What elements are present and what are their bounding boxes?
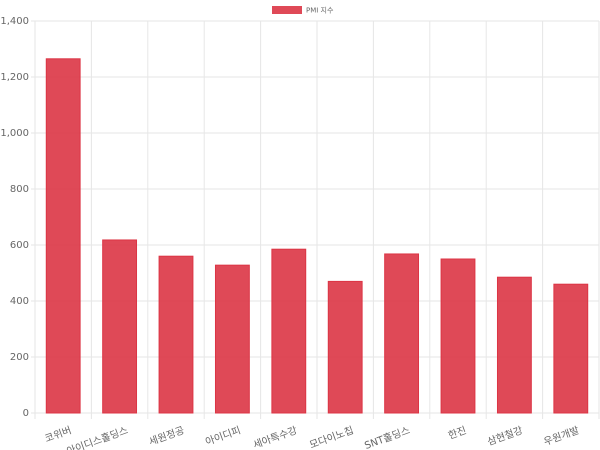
bar (553, 283, 589, 414)
bar (440, 258, 476, 414)
legend-swatch (272, 6, 302, 14)
y-tick-label: 200 (10, 352, 29, 363)
x-tick-label: 우원개발 (542, 424, 581, 448)
y-tick-label: 400 (10, 296, 29, 307)
y-tick-label: 0 (23, 408, 29, 419)
x-tick-label: SNT홀딩스 (363, 423, 412, 450)
y-tick-label: 1,000 (0, 128, 29, 139)
x-tick-label: 세아특수강 (252, 424, 299, 450)
bar (271, 248, 307, 414)
x-tick-label: 한진 (447, 424, 468, 442)
bar (158, 255, 194, 414)
bar (384, 253, 420, 414)
bar (102, 239, 138, 414)
x-tick-label: 삼현철강 (486, 424, 525, 448)
x-tick-label: 모다이노칩 (308, 424, 355, 450)
x-tick-label: 세원정공 (147, 424, 186, 448)
y-tick-label: 600 (10, 240, 29, 251)
bar (214, 264, 250, 414)
y-tick-label: 1,200 (0, 72, 29, 83)
y-tick-label: 1,400 (0, 16, 29, 27)
bar (327, 280, 363, 414)
legend-label: PMI 지수 (306, 6, 334, 15)
bar (45, 58, 81, 414)
x-tick-label: 아이디피 (204, 424, 243, 448)
bar (496, 276, 532, 414)
y-tick-label: 800 (10, 184, 29, 195)
x-tick-label: 코위버 (43, 423, 73, 445)
x-tick-label: 아이디스홀딩스 (65, 423, 130, 450)
